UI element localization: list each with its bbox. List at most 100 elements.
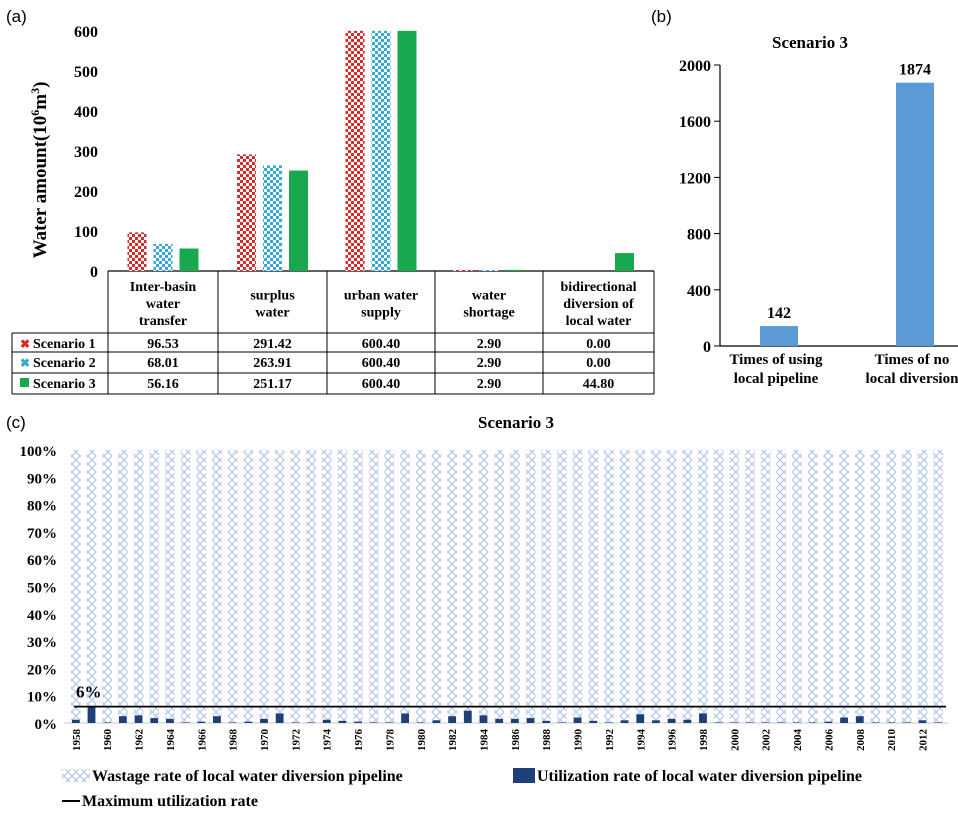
wastage-bar (604, 450, 614, 723)
utilization-bar (322, 719, 331, 723)
utilization-bar (71, 719, 80, 723)
y-tick-label: 80% (27, 499, 57, 515)
wastage-bar (337, 450, 348, 721)
y-tick-label: 800 (687, 227, 711, 244)
utilization-bar (244, 721, 253, 723)
x-tick-label: 1994 (635, 729, 647, 752)
utilization-bar (134, 715, 143, 723)
category-label: Times of no (875, 352, 950, 368)
x-tick-label: 1996 (667, 729, 679, 752)
wastage-bar (149, 450, 160, 719)
x-tick-label: 1974 (322, 729, 334, 752)
wastage-bar (415, 450, 426, 723)
utilization-bar (260, 718, 268, 723)
wastage-bar (102, 450, 113, 723)
legend-series-name: Scenario 2 (33, 356, 96, 371)
x-tick-label: 1978 (384, 729, 396, 752)
chart-a-ylabel: Water amount(106m3) (28, 82, 51, 259)
y-tick-label: 50% (27, 581, 57, 597)
bar-scenario-3 (289, 170, 308, 271)
panel-label-c: (c) (6, 413, 26, 432)
utilization-bar (604, 722, 613, 723)
utilization-bar (793, 722, 801, 723)
utilization-bar (448, 716, 457, 723)
legend-label-utilization: Utilization rate of local water diversio… (537, 768, 862, 785)
category-label: local diversion (866, 371, 958, 387)
utilization-bar (197, 721, 206, 723)
x-tick-label: 1976 (353, 729, 365, 752)
wastage-bar (635, 450, 646, 715)
category-label: Inter-basin (130, 280, 197, 295)
wastage-bar (353, 450, 363, 722)
chart-a: 0 100 200 300 400 500 600 Inter-basin water trans… (11, 24, 655, 395)
y-tick-label: 200 (74, 184, 98, 201)
wastage-bar (525, 450, 536, 719)
x-tick-label: 2012 (917, 729, 929, 752)
wastage-bar (870, 450, 881, 723)
legend-series-name: Scenario 3 (33, 377, 96, 392)
table-value: 2.90 (477, 377, 502, 392)
wastage-bar (557, 450, 567, 723)
y-tick-label: 30% (27, 635, 57, 651)
utilization-bar (479, 715, 488, 723)
utilization-bar (871, 722, 880, 723)
utilization-bar (510, 718, 519, 723)
utilization-bar (118, 716, 127, 723)
wastage-bar (792, 450, 802, 723)
wastage-bar (760, 450, 771, 723)
wastage-bar (133, 450, 144, 716)
y-tick-label: 90% (27, 471, 57, 487)
wastage-bar (901, 450, 912, 723)
category-label: diversion of (563, 297, 634, 312)
legend-label-wastage: Wastage rate of local water diversion pi… (92, 768, 403, 785)
wastage-bar (509, 450, 520, 719)
wastage-bar (682, 450, 693, 720)
table-value: 600.40 (362, 356, 401, 371)
wastage-bar (227, 450, 238, 723)
table-value: 291.42 (253, 337, 292, 352)
wastage-bar (494, 450, 505, 719)
y-tick-label: 60% (27, 553, 57, 569)
wastage-bar (823, 450, 834, 722)
utilization-bar (918, 720, 927, 723)
wastage-bar (462, 450, 473, 711)
utilization-bar (730, 722, 739, 723)
legend-marker (20, 378, 29, 387)
utilization-bar (165, 718, 174, 723)
utilization-bar (699, 713, 707, 723)
x-tick-label: 1980 (416, 729, 428, 752)
table-value: 44.80 (583, 377, 615, 392)
y-tick-label: 100% (20, 444, 58, 460)
y-tick-label: 400 (687, 283, 711, 300)
utilization-bar (620, 720, 629, 723)
utilization-bar (840, 717, 849, 723)
utilization-bar (463, 710, 472, 723)
data-label: 142 (767, 305, 791, 322)
legend-series-name: Scenario 1 (33, 337, 96, 352)
wastage-bar (933, 450, 944, 723)
bar-scenario-1 (345, 30, 365, 272)
wastage-bar (541, 450, 552, 721)
bar (896, 82, 934, 346)
panel-label-a: (a) (6, 7, 27, 26)
wastage-bar (807, 450, 818, 723)
wastage-bar (729, 450, 740, 723)
x-tick-label: 2006 (823, 729, 835, 752)
chart-c-title: Scenario 3 (478, 413, 554, 432)
y-tick-label: 10% (27, 690, 57, 706)
utilization-bar (369, 722, 378, 723)
bar-scenario-3 (179, 248, 199, 271)
wastage-bar (165, 450, 175, 719)
wastage-bar (368, 450, 379, 723)
table-value: 0.00 (586, 356, 611, 371)
wastage-bar (886, 450, 896, 723)
category-label: water (255, 306, 289, 321)
x-tick-label: 1998 (698, 729, 710, 752)
wastage-bar (572, 450, 583, 718)
utilization-bar (636, 714, 645, 723)
bar-scenario-2 (263, 165, 282, 271)
utilization-bar (808, 722, 817, 723)
utilization-bar (855, 716, 864, 723)
wastage-bar (306, 450, 316, 723)
bar-scenario-2 (479, 269, 499, 271)
